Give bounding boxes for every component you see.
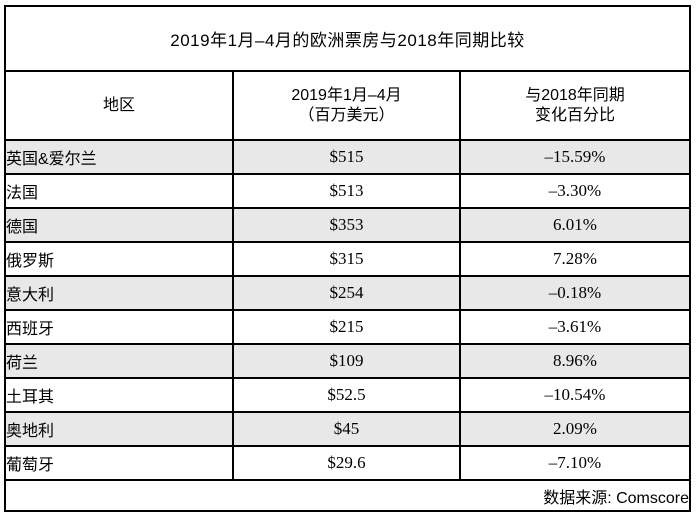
box-office-cell: $254: [232, 275, 461, 311]
region-cell: 法国: [4, 173, 234, 209]
column-header-box-office-line2: （百万美元）: [298, 106, 395, 124]
column-header-box-office-line1: 2019年1月–4月: [291, 86, 402, 104]
column-header-box-office: 2019年1月–4月 （百万美元）: [232, 70, 461, 141]
table-row: 俄罗斯 $315 7.28%: [4, 241, 692, 277]
table-row: 德国 $353 6.01%: [4, 207, 692, 243]
data-source: 数据来源: Comscore: [3, 479, 692, 512]
change-cell: –15.59%: [458, 139, 692, 175]
table-row: 奥地利 $45 2.09%: [4, 411, 692, 447]
footer-row: 数据来源: Comscore: [3, 479, 692, 512]
box-office-cell: $315: [232, 241, 461, 277]
change-cell: –7.10%: [458, 445, 692, 481]
change-cell: 2.09%: [458, 411, 692, 447]
region-cell: 意大利: [4, 275, 234, 311]
change-cell: 7.28%: [458, 241, 692, 277]
region-cell: 奥地利: [4, 411, 234, 447]
title-row: 2019年1月–4月的欧洲票房与2018年同期比较: [3, 5, 692, 72]
table-row: 土耳其 $52.5 –10.54%: [4, 377, 692, 413]
change-cell: –10.54%: [458, 377, 692, 413]
box-office-cell: $353: [232, 207, 461, 243]
column-header-region: 地区: [4, 70, 234, 141]
header-row: 地区 2019年1月–4月 （百万美元） 与2018年同期 变化百分比: [4, 70, 692, 141]
table-row: 荷兰 $109 8.96%: [4, 343, 692, 379]
table-row: 西班牙 $215 –3.61%: [4, 309, 692, 345]
column-header-change: 与2018年同期 变化百分比: [458, 70, 692, 141]
table-row: 意大利 $254 –0.18%: [4, 275, 692, 311]
box-office-cell: $29.6: [232, 445, 461, 481]
table-row: 法国 $513 –3.30%: [4, 173, 692, 209]
region-cell: 德国: [4, 207, 234, 243]
column-header-change-line2: 变化百分比: [535, 106, 616, 124]
table-title: 2019年1月–4月的欧洲票房与2018年同期比较: [3, 5, 692, 72]
region-cell: 俄罗斯: [4, 241, 234, 277]
box-office-cell: $52.5: [232, 377, 461, 413]
region-cell: 西班牙: [4, 309, 234, 345]
box-office-cell: $515: [232, 139, 461, 175]
table-row: 英国&爱尔兰 $515 –15.59%: [4, 139, 692, 175]
change-cell: –3.30%: [458, 173, 692, 209]
box-office-table: 2019年1月–4月的欧洲票房与2018年同期比较 地区 2019年1月–4月 …: [3, 5, 692, 512]
table-row: 葡萄牙 $29.6 –7.10%: [4, 445, 692, 481]
region-cell: 葡萄牙: [4, 445, 234, 481]
region-cell: 荷兰: [4, 343, 234, 379]
change-cell: –0.18%: [458, 275, 692, 311]
region-cell: 英国&爱尔兰: [4, 139, 234, 175]
change-cell: –3.61%: [458, 309, 692, 345]
column-header-region-label: 地区: [102, 96, 135, 114]
column-header-change-line1: 与2018年同期: [525, 86, 625, 104]
table-body: 英国&爱尔兰 $515 –15.59% 法国 $513 –3.30% 德国 $3…: [4, 139, 692, 481]
region-cell: 土耳其: [4, 377, 234, 413]
box-office-cell: $109: [232, 343, 461, 379]
box-office-cell: $215: [232, 309, 461, 345]
box-office-cell: $45: [232, 411, 461, 447]
change-cell: 6.01%: [458, 207, 692, 243]
box-office-cell: $513: [232, 173, 461, 209]
change-cell: 8.96%: [458, 343, 692, 379]
